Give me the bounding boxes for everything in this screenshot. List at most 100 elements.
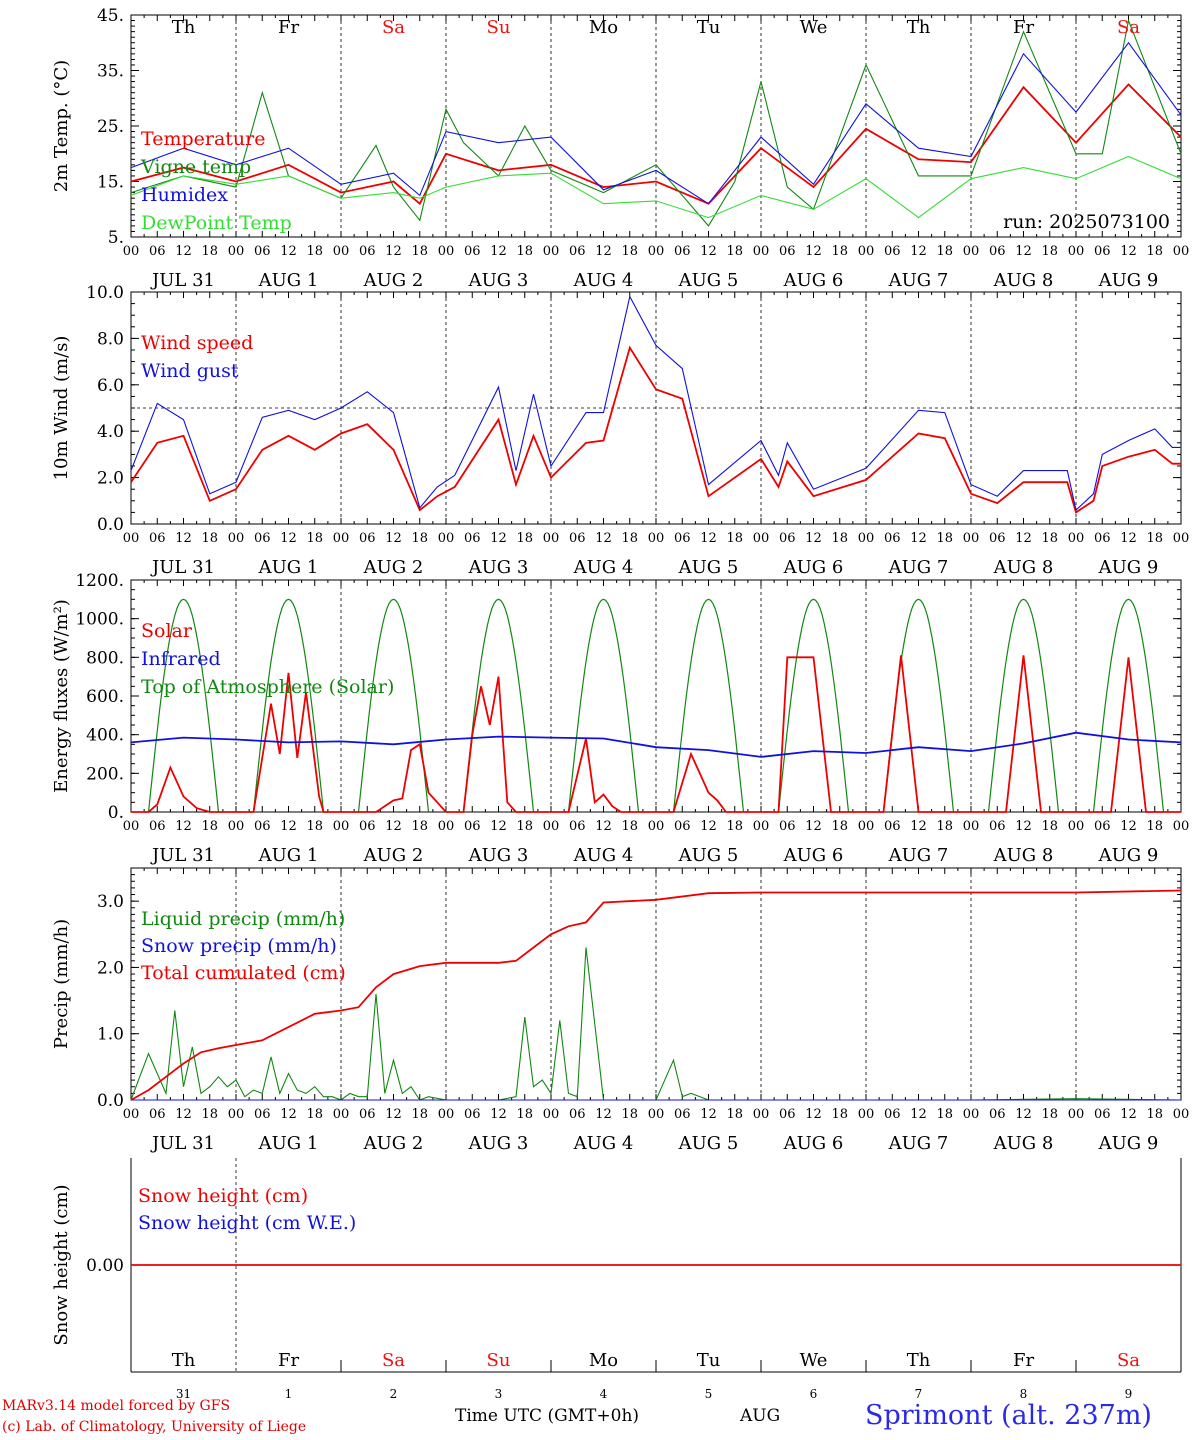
hour-label: 00: [123, 531, 140, 546]
weekday-label: Fr: [1013, 1350, 1034, 1371]
y-tick-label: 200.: [86, 764, 124, 784]
weekday-label: Fr: [1013, 17, 1034, 38]
hour-label: 00: [858, 819, 875, 834]
day-label: AUG 8: [993, 845, 1054, 866]
weekday-label: Tu: [697, 17, 721, 38]
y-tick-label: 400.: [86, 726, 124, 746]
toa-solar-line: [1092, 598, 1165, 813]
hour-label: 06: [674, 1107, 691, 1122]
hour-label: 06: [779, 244, 796, 259]
hour-label: 06: [464, 1107, 481, 1122]
hour-label: 00: [1173, 819, 1190, 834]
hour-label: 06: [884, 819, 901, 834]
y-tick-label: 0.0: [97, 1091, 124, 1111]
hour-label: 06: [779, 819, 796, 834]
day-label: AUG 3: [468, 845, 529, 866]
hour-label: 00: [333, 1107, 350, 1122]
hour-label: 12: [700, 819, 717, 834]
hour-label: 12: [1120, 1107, 1137, 1122]
day-number-label: 2: [390, 1387, 398, 1401]
hour-label: 06: [1094, 1107, 1111, 1122]
hour-label: 06: [1094, 531, 1111, 546]
hour-label: 06: [464, 244, 481, 259]
toa-solar-line: [672, 598, 745, 813]
hour-label: 00: [1068, 531, 1085, 546]
hour-label: 18: [201, 819, 218, 834]
y-tick-label: 0.0: [97, 515, 124, 535]
hour-label: 12: [1015, 531, 1032, 546]
weekday-label: Mo: [589, 17, 618, 38]
hour-label: 00: [333, 819, 350, 834]
day-label: AUG 1: [258, 845, 319, 866]
y-tick-label: 1.0: [97, 1025, 124, 1045]
hour-label: 00: [228, 1107, 245, 1122]
hour-label: 06: [989, 1107, 1006, 1122]
hour-label: 18: [1146, 1107, 1163, 1122]
hour-label: 18: [306, 531, 323, 546]
day-label: AUG 1: [258, 557, 319, 578]
day-number-label: 6: [810, 1387, 818, 1401]
day-label: AUG 9: [1098, 845, 1159, 866]
hour-label: 12: [175, 819, 192, 834]
day-number-label: 5: [705, 1387, 713, 1401]
y-tick-label: 600.: [86, 687, 124, 707]
hour-label: 12: [595, 1107, 612, 1122]
y-axis-title: Energy fluxes (W/m²): [51, 599, 72, 793]
weekday-label: Sa: [382, 1350, 405, 1371]
hour-label: 06: [254, 531, 271, 546]
hour-label: 18: [1041, 819, 1058, 834]
hour-label: 00: [228, 819, 245, 834]
hour-label: 06: [254, 819, 271, 834]
hour-label: 18: [726, 244, 743, 259]
hour-label: 00: [648, 531, 665, 546]
day-label: AUG 6: [783, 270, 844, 291]
legend-entry: Wind speed: [141, 332, 253, 354]
y-tick-label: 10.0: [86, 283, 124, 303]
hour-label: 18: [621, 244, 638, 259]
legend-entry: Snow height (cm W.E.): [138, 1212, 356, 1234]
hour-label: 18: [621, 531, 638, 546]
hour-label: 12: [910, 1107, 927, 1122]
hour-label: 00: [543, 531, 560, 546]
day-label: AUG 2: [363, 1133, 424, 1154]
hour-label: 00: [1173, 1107, 1190, 1122]
hour-label: 18: [411, 244, 428, 259]
hour-label: 18: [411, 531, 428, 546]
hour-label: 06: [359, 819, 376, 834]
hour-label: 06: [149, 244, 166, 259]
hour-label: 18: [831, 244, 848, 259]
toa-solar-line: [777, 598, 850, 813]
hour-label: 18: [831, 819, 848, 834]
hour-label: 06: [569, 1107, 586, 1122]
hour-label: 12: [175, 531, 192, 546]
legend-entry: Temperature: [141, 128, 265, 150]
hour-label: 18: [726, 531, 743, 546]
lab-credit: (c) Lab. of Climatology, University of L…: [2, 1419, 307, 1435]
y-tick-label: 25.: [97, 117, 124, 137]
weekday-label: Sa: [1117, 17, 1140, 38]
day-label: AUG 7: [888, 1133, 949, 1154]
weekday-label: Sa: [382, 17, 405, 38]
legend-entry: Infrared: [141, 648, 221, 670]
legend-entry: Liquid precip (mm/h): [141, 908, 345, 930]
hour-label: 18: [726, 1107, 743, 1122]
weekday-label: Th: [907, 17, 931, 38]
day-label: AUG 5: [678, 270, 739, 291]
day-label: JUL 31: [150, 845, 215, 866]
y-axis-title: Snow height (cm): [51, 1184, 72, 1345]
hour-label: 12: [1015, 819, 1032, 834]
hour-label: 12: [700, 531, 717, 546]
toa-solar-line: [987, 598, 1060, 813]
series-line-blue: [130, 731, 1182, 758]
hour-label: 00: [438, 1107, 455, 1122]
hour-label: 06: [359, 1107, 376, 1122]
hour-label: 06: [464, 531, 481, 546]
hour-label: 12: [595, 819, 612, 834]
hour-label: 06: [149, 819, 166, 834]
hour-label: 18: [516, 244, 533, 259]
hour-label: 12: [1120, 819, 1137, 834]
hour-label: 00: [1068, 819, 1085, 834]
hour-label: 18: [936, 819, 953, 834]
day-label: AUG 5: [678, 845, 739, 866]
